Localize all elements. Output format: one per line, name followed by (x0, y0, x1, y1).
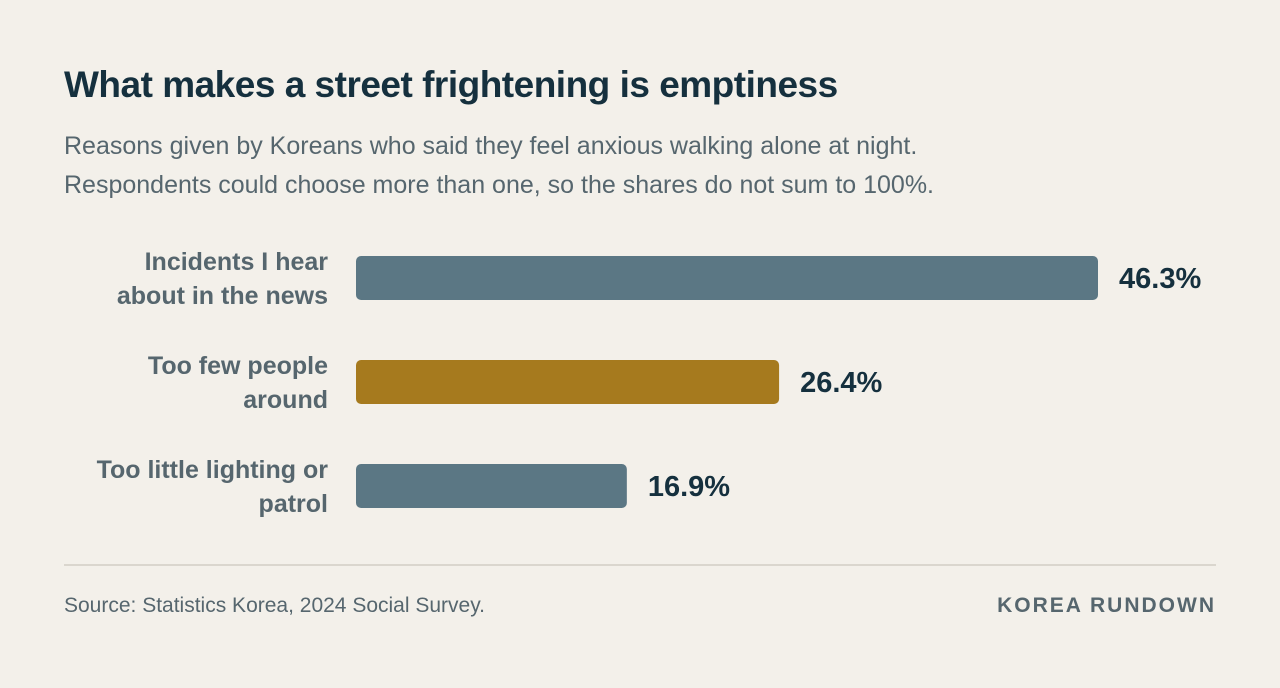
value-label-2: 26.4% (800, 367, 882, 399)
subtitle-line-1: Reasons given by Koreans who said they f… (64, 132, 918, 160)
category-label-1-line-1: Incidents I hear (145, 248, 329, 276)
bar-2 (356, 360, 780, 404)
category-label-1-line-2: about in the news (117, 282, 328, 310)
bar-3 (356, 464, 627, 508)
footer-divider (64, 564, 1216, 566)
chart-subtitle: Reasons given by Koreans who said they f… (64, 127, 1214, 205)
bar-chart: 46.3% Incidents I hear about in the news 26… (97, 248, 1202, 518)
value-label-1: 46.3% (1119, 263, 1201, 295)
category-label-3-line-1: Too little lighting or (97, 456, 329, 484)
subtitle-line-2: Respondents could choose more than one, … (64, 171, 934, 199)
chart-title: What makes a street frightening is empti… (64, 64, 838, 105)
value-label-3: 16.9% (648, 471, 730, 503)
category-label-2-line-1: Too few people (148, 352, 328, 380)
category-label-2-line-2: around (243, 386, 328, 414)
source-note: Source: Statistics Korea, 2024 Social Su… (64, 594, 485, 617)
brand-logo: KOREA RUNDOWN (997, 594, 1216, 617)
bar-1 (356, 256, 1098, 300)
category-label-3-line-2: patrol (259, 490, 328, 518)
